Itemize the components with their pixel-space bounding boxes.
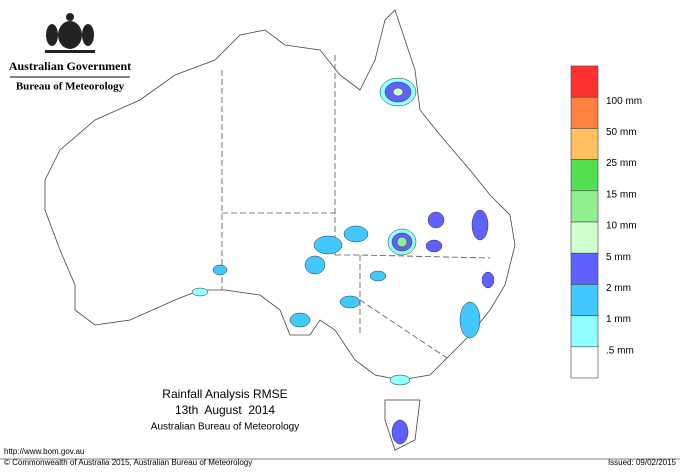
legend-label: 2 mm — [606, 283, 631, 294]
legend-swatch — [570, 221, 599, 254]
legend-swatch — [570, 315, 599, 348]
legend-label: 25 mm — [606, 158, 637, 169]
legend-swatch — [570, 284, 599, 316]
legend-swatch — [570, 128, 599, 160]
coat-of-arms — [45, 13, 95, 53]
footer-url: http://www.bom.gov.au — [4, 447, 84, 456]
state-borders — [221, 55, 491, 361]
legend-label: 1 mm — [606, 314, 631, 325]
legend-swatch — [570, 252, 599, 285]
legend-label: 50 mm — [606, 127, 637, 138]
legend-swatch — [570, 190, 599, 223]
header-subtitle: Bureau of Meteorology — [16, 81, 125, 93]
legend-label: 15 mm — [606, 189, 637, 200]
legend-swatch — [570, 159, 599, 192]
map-title: Rainfall Analysis RMSE — [162, 387, 287, 401]
legend-swatch — [570, 65, 599, 98]
legend-swatch — [570, 96, 599, 129]
footer-issued: Issued: 09/02/2015 — [608, 458, 677, 467]
footer-copyright: © Commonwealth of Australia 2015, Austra… — [4, 458, 252, 467]
legend-label: 5 mm — [606, 252, 631, 263]
legend-swatch — [570, 346, 599, 379]
map-date: 13th August 2014 — [175, 403, 275, 417]
legend-label: 100 mm — [606, 96, 642, 107]
legend: 100 mm 50 mm 25 mm 15 mm 10 mm 5 mm 2 mm 1 mm .5… — [570, 65, 642, 379]
legend-label: .5 mm — [606, 345, 634, 356]
legend-label: 10 mm — [606, 221, 637, 232]
map-source: Australian Bureau of Meteorology — [151, 422, 299, 433]
header-title: Australian Government — [9, 59, 131, 73]
rainfall-areas — [191, 77, 495, 445]
